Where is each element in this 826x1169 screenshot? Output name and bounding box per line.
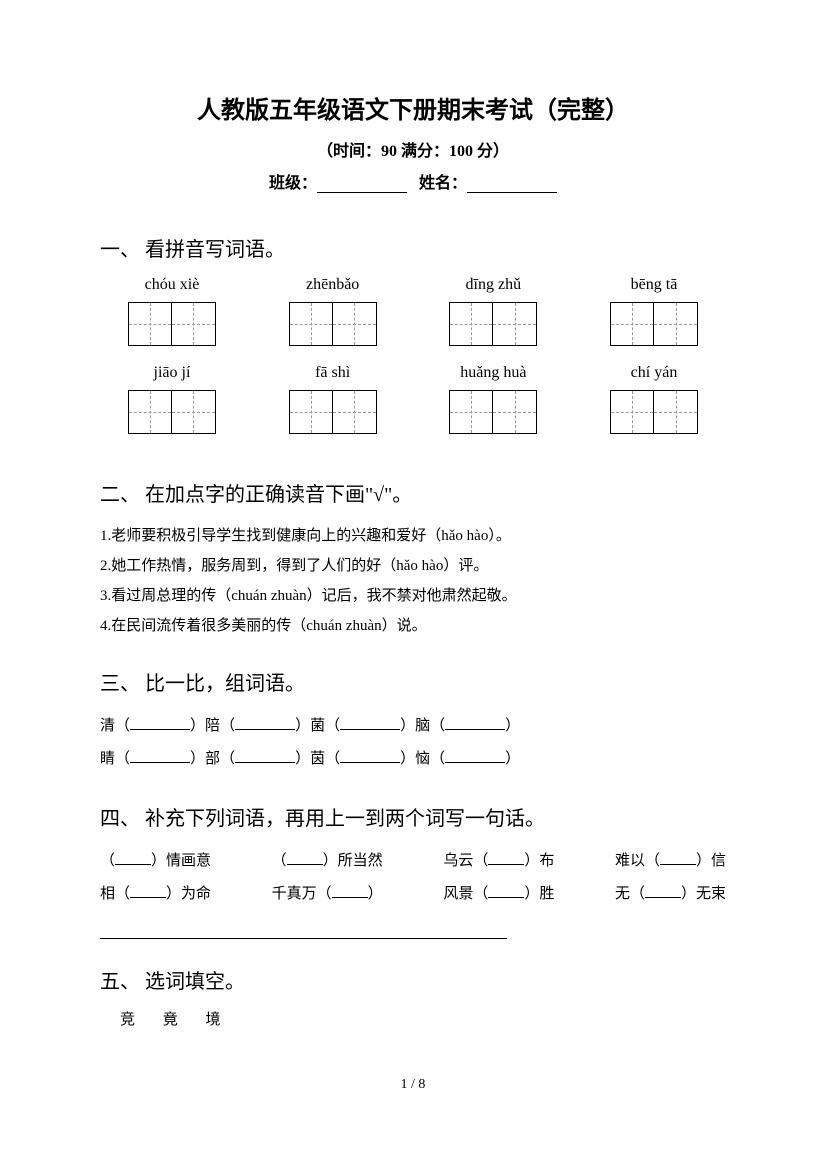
section3-heading: 三、 比一比，组词语。: [100, 667, 726, 696]
q4-item: 难以（）信: [615, 845, 726, 878]
pinyin-label: zhēnbǎo: [261, 276, 405, 294]
pinyin-item: bēng tā: [582, 276, 726, 346]
q4-sentence-blank[interactable]: [100, 917, 507, 939]
section4-body: （）情画意 （）所当然 乌云（）布 难以（）信 相（）为命 千真万（） 风景（）…: [100, 845, 726, 939]
pinyin-label: chí yán: [582, 364, 726, 382]
pinyin-item: chóu xiè: [100, 276, 244, 346]
char-box-pair[interactable]: [421, 302, 565, 346]
pinyin-label: fā shì: [261, 364, 405, 382]
section4-heading: 四、 补充下列词语，再用上一到两个词写一句话。: [100, 802, 726, 831]
char-box-pair[interactable]: [421, 390, 565, 434]
class-blank[interactable]: [317, 177, 407, 193]
q2-line: 3.看过周总理的传（chuán zhuàn）记后，我不禁对他肃然起敬。: [100, 581, 726, 611]
q4-item: （）所当然: [272, 845, 383, 878]
q4-blank[interactable]: [332, 883, 368, 898]
q4-blank[interactable]: [130, 883, 166, 898]
section1-heading: 一、 看拼音写词语。: [100, 233, 726, 262]
section5-heading: 五、 选词填空。: [100, 965, 726, 994]
q3-char: 陪: [205, 718, 220, 734]
char-box-pair[interactable]: [582, 302, 726, 346]
q4-row1: （）情画意 （）所当然 乌云（）布 难以（）信: [100, 845, 726, 878]
q4-blank[interactable]: [660, 850, 696, 865]
pinyin-item: jiāo jí: [100, 364, 244, 434]
q3-char: 部: [205, 751, 220, 767]
class-name-row: 班级： 姓名：: [100, 169, 726, 193]
pinyin-item: dīng zhǔ: [421, 276, 565, 346]
pinyin-item: fā shì: [261, 364, 405, 434]
q3-blank[interactable]: [445, 715, 505, 730]
pinyin-item: chí yán: [582, 364, 726, 434]
pinyin-item: huǎng huà: [421, 364, 565, 434]
q4-blank[interactable]: [645, 883, 681, 898]
q4-item: （）情画意: [100, 845, 211, 878]
q3-blank[interactable]: [445, 748, 505, 763]
section3-body: 清（）陪（）菌（）脑（） 睛（）部（）茵（）恼（）: [100, 710, 726, 776]
q2-line: 4.在民间流传着很多美丽的传（chuán zhuàn）说。: [100, 611, 726, 641]
exam-title: 人教版五年级语文下册期末考试（完整）: [100, 90, 726, 125]
pinyin-label: jiāo jí: [100, 364, 244, 382]
q3-char: 茵: [310, 751, 325, 767]
q4-blank[interactable]: [488, 850, 524, 865]
name-blank[interactable]: [467, 177, 557, 193]
q3-char: 恼: [415, 751, 430, 767]
pinyin-label: huǎng huà: [421, 364, 565, 382]
q3-char: 睛: [100, 751, 115, 767]
section2-body: 1.老师要积极引导学生找到健康向上的兴趣和爱好（hǎo hào）。 2.她工作热…: [100, 521, 726, 641]
q3-blank[interactable]: [130, 715, 190, 730]
q4-item: 乌云（）布: [443, 845, 554, 878]
q4-item: 千真万（）: [272, 878, 383, 911]
pinyin-label: chóu xiè: [100, 276, 244, 294]
q4-blank[interactable]: [488, 883, 524, 898]
char-box-pair[interactable]: [261, 302, 405, 346]
char-box-pair[interactable]: [261, 390, 405, 434]
q3-blank[interactable]: [130, 748, 190, 763]
q4-item: 无（）无束: [615, 878, 726, 911]
pinyin-item: zhēnbǎo: [261, 276, 405, 346]
q3-blank[interactable]: [340, 715, 400, 730]
page-number: 1 / 8: [100, 1077, 726, 1093]
name-label: 姓名：: [419, 175, 467, 192]
q3-row2: 睛（）部（）茵（）恼（）: [100, 743, 726, 776]
page: 人教版五年级语文下册期末考试（完整） （时间：90 满分：100 分） 班级： …: [100, 90, 726, 1129]
pinyin-label: dīng zhǔ: [421, 276, 565, 294]
char-box-pair[interactable]: [100, 390, 244, 434]
q2-line: 2.她工作热情，服务周到，得到了人们的好（hǎo hào）评。: [100, 551, 726, 581]
char-box-pair[interactable]: [582, 390, 726, 434]
section5-words: 竞 竟 境: [100, 1008, 726, 1029]
time-score: （时间：90 满分：100 分）: [100, 137, 726, 161]
q4-item: 相（）为命: [100, 878, 211, 911]
q3-row1: 清（）陪（）菌（）脑（）: [100, 710, 726, 743]
pinyin-grid: chóu xiè zhēnbǎo dīng zhǔ bēng tā jiāo j…: [100, 276, 726, 452]
q3-blank[interactable]: [235, 715, 295, 730]
char-box-pair[interactable]: [100, 302, 244, 346]
q3-blank[interactable]: [235, 748, 295, 763]
pinyin-label: bēng tā: [582, 276, 726, 294]
q4-blank[interactable]: [115, 850, 151, 865]
q4-row2: 相（）为命 千真万（） 风景（）胜 无（）无束: [100, 878, 726, 911]
q3-char: 脑: [415, 718, 430, 734]
class-label: 班级：: [269, 175, 317, 192]
q4-blank[interactable]: [287, 850, 323, 865]
q3-char: 菌: [310, 718, 325, 734]
q4-item: 风景（）胜: [443, 878, 554, 911]
q2-line: 1.老师要积极引导学生找到健康向上的兴趣和爱好（hǎo hào）。: [100, 521, 726, 551]
section2-heading: 二、 在加点字的正确读音下画"√"。: [100, 478, 726, 507]
q3-char: 清: [100, 718, 115, 734]
q3-blank[interactable]: [340, 748, 400, 763]
